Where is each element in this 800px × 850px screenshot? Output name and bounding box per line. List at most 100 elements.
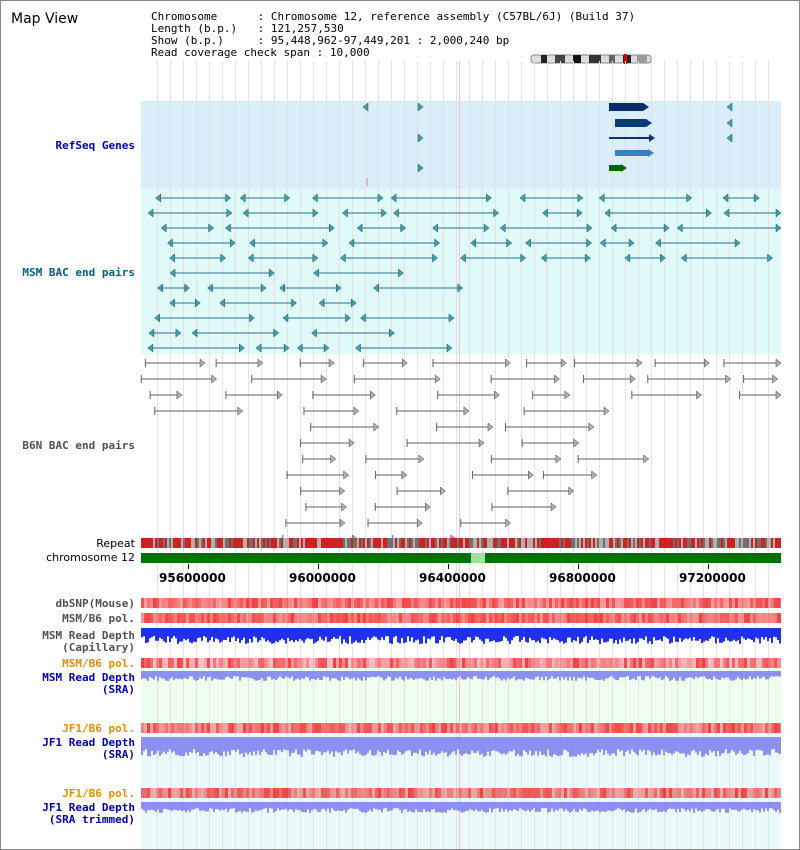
depth-bar	[323, 802, 325, 809]
heat-cell	[564, 598, 567, 608]
depth-bar	[575, 737, 577, 757]
depth-bar	[319, 802, 321, 812]
depth-bar	[437, 628, 439, 644]
depth-bar	[425, 802, 427, 812]
jf1-read-depth-trimmed-label-1[interactable]: JF1 Read Depth	[42, 801, 135, 814]
heat-cell	[366, 598, 369, 608]
heat-cell	[531, 788, 534, 798]
heat-cell	[540, 788, 543, 798]
depth-bar	[393, 737, 395, 756]
depth-bar	[603, 628, 605, 643]
depth-bar	[725, 737, 727, 750]
repeat-segment	[747, 538, 749, 548]
depth-bar	[483, 671, 485, 680]
depth-bar	[651, 737, 653, 756]
depth-bar	[667, 628, 669, 639]
bac-end-marker	[722, 193, 729, 203]
depth-bar	[391, 737, 393, 755]
heat-cell	[657, 723, 660, 733]
depth-bar	[529, 628, 531, 638]
depth-bar	[705, 802, 707, 810]
heat-cell	[294, 598, 297, 608]
heat-cell	[168, 658, 171, 668]
depth-bar	[145, 737, 147, 750]
heat-cell	[753, 658, 756, 668]
heat-cell	[609, 613, 612, 623]
depth-bar	[313, 671, 315, 679]
depth-bar	[249, 671, 251, 678]
heat-cell	[192, 613, 195, 623]
heat-cell	[204, 598, 207, 608]
depth-bar	[157, 628, 159, 641]
heat-cell	[294, 613, 297, 623]
depth-bar	[717, 802, 719, 809]
msm-read-depth-capillary-label-2[interactable]: (Capillary)	[62, 641, 135, 654]
repeat-label[interactable]: Repeat	[96, 537, 135, 550]
msm-b6-pol-label[interactable]: MSM/B6 pol.	[62, 612, 135, 625]
depth-bar	[199, 737, 201, 756]
depth-bar	[163, 628, 165, 642]
depth-bar	[659, 802, 661, 812]
heat-cell	[672, 598, 675, 608]
bac-end-marker	[725, 374, 732, 384]
repeat-segment	[333, 538, 335, 548]
depth-bar	[339, 671, 341, 681]
jf1-read-depth-sra-label-1[interactable]: JF1 Read Depth	[42, 736, 135, 749]
depth-bar	[179, 628, 181, 642]
heat-cell	[681, 788, 684, 798]
chromosome-track-label[interactable]: chromosome 12	[46, 551, 135, 564]
heat-cell	[321, 788, 324, 798]
bac-end-marker	[390, 193, 397, 203]
depth-bar	[741, 671, 743, 681]
depth-bar	[319, 628, 321, 637]
jf1-read-depth-sra-label-2[interactable]: (SRA)	[101, 748, 135, 761]
depth-bar	[177, 802, 179, 811]
depth-bar	[363, 671, 365, 677]
grid-line	[625, 61, 626, 849]
repeat-segment	[489, 538, 491, 548]
heat-cell	[276, 788, 279, 798]
chromosome-ideogram[interactable]	[530, 54, 653, 64]
heat-cell	[438, 613, 441, 623]
heat-cell	[690, 723, 693, 733]
depth-bar	[433, 671, 435, 677]
depth-bar	[577, 628, 579, 637]
heat-cell	[573, 788, 576, 798]
heat-cell	[636, 788, 639, 798]
heat-cell	[384, 658, 387, 668]
depth-bar	[193, 628, 195, 642]
heat-cell	[453, 598, 456, 608]
repeat-segment	[513, 538, 515, 548]
heat-cell	[543, 723, 546, 733]
right-scrollbar[interactable]	[781, 1, 799, 849]
heat-cell	[159, 658, 162, 668]
b6n-bac-label[interactable]: B6N BAC end pairs	[22, 439, 135, 452]
bac-end-marker	[160, 223, 167, 233]
depth-bar	[403, 737, 405, 754]
jf1-b6-pol-label[interactable]: JF1/B6 pol.	[62, 722, 135, 735]
depth-bar	[453, 737, 455, 752]
depth-bar	[389, 802, 391, 811]
grid-line	[638, 61, 639, 849]
depth-bar	[541, 628, 543, 638]
heat-cell	[759, 723, 762, 733]
depth-bar	[331, 628, 333, 640]
msm-read-depth-sra-label-1[interactable]: MSM Read Depth	[42, 671, 135, 684]
depth-bar	[389, 671, 391, 677]
heat-cell	[435, 723, 438, 733]
depth-bar	[571, 628, 573, 643]
jf1-read-depth-trimmed-label-2[interactable]: (SRA trimmed)	[48, 813, 135, 826]
msm-bac-label[interactable]: MSM BAC end pairs	[22, 266, 135, 279]
heat-cell	[450, 788, 453, 798]
depth-bar	[431, 802, 433, 810]
refseq-genes-label[interactable]: RefSeq Genes	[55, 139, 135, 152]
msm-read-depth-capillary-label-1[interactable]: MSM Read Depth	[42, 629, 135, 642]
jf1-b6-pol-label-2[interactable]: JF1/B6 pol.	[62, 787, 135, 800]
depth-bar	[525, 802, 527, 812]
msm-read-depth-sra-label-2[interactable]: (SRA)	[101, 683, 135, 696]
heat-cell	[153, 658, 156, 668]
depth-bar	[237, 628, 239, 639]
dbsnp-label[interactable]: dbSNP(Mouse)	[55, 597, 135, 610]
repeat-segment	[385, 538, 387, 548]
msm-b6-pol-label-2[interactable]: MSM/B6 pol.	[62, 657, 135, 670]
